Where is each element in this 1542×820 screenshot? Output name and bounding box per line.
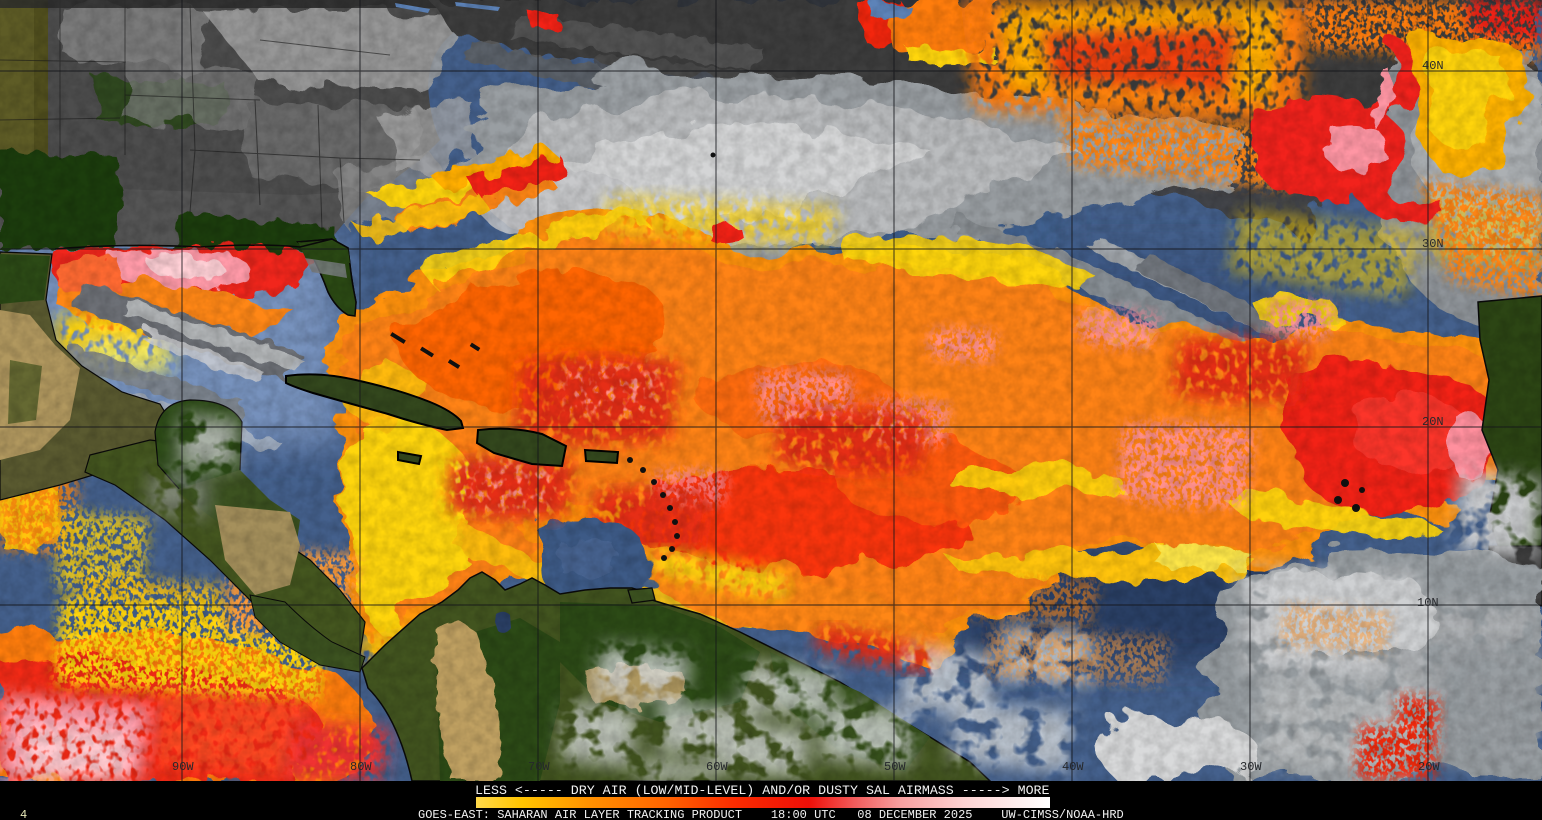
svg-text:50W: 50W [884,760,906,774]
svg-text:LESS <----- DRY AIR (LOW/MID-L: LESS <----- DRY AIR (LOW/MID-LEVEL) AND/… [475,783,1050,798]
svg-text:80W: 80W [350,760,372,774]
svg-text:GOES-EAST: SAHARAN AIR LAYER T: GOES-EAST: SAHARAN AIR LAYER TRACKING PR… [418,808,1124,820]
svg-text:4: 4 [20,808,27,820]
svg-text:20N: 20N [1422,415,1444,429]
svg-text:40N: 40N [1422,59,1444,73]
svg-text:40W: 40W [1062,760,1084,774]
svg-text:30W: 30W [1240,760,1262,774]
svg-text:70W: 70W [528,760,550,774]
svg-text:30N: 30N [1422,237,1444,251]
svg-text:20W: 20W [1418,760,1440,774]
svg-text:10N: 10N [1417,596,1439,610]
svg-text:60W: 60W [706,760,728,774]
svg-text:90W: 90W [172,760,194,774]
